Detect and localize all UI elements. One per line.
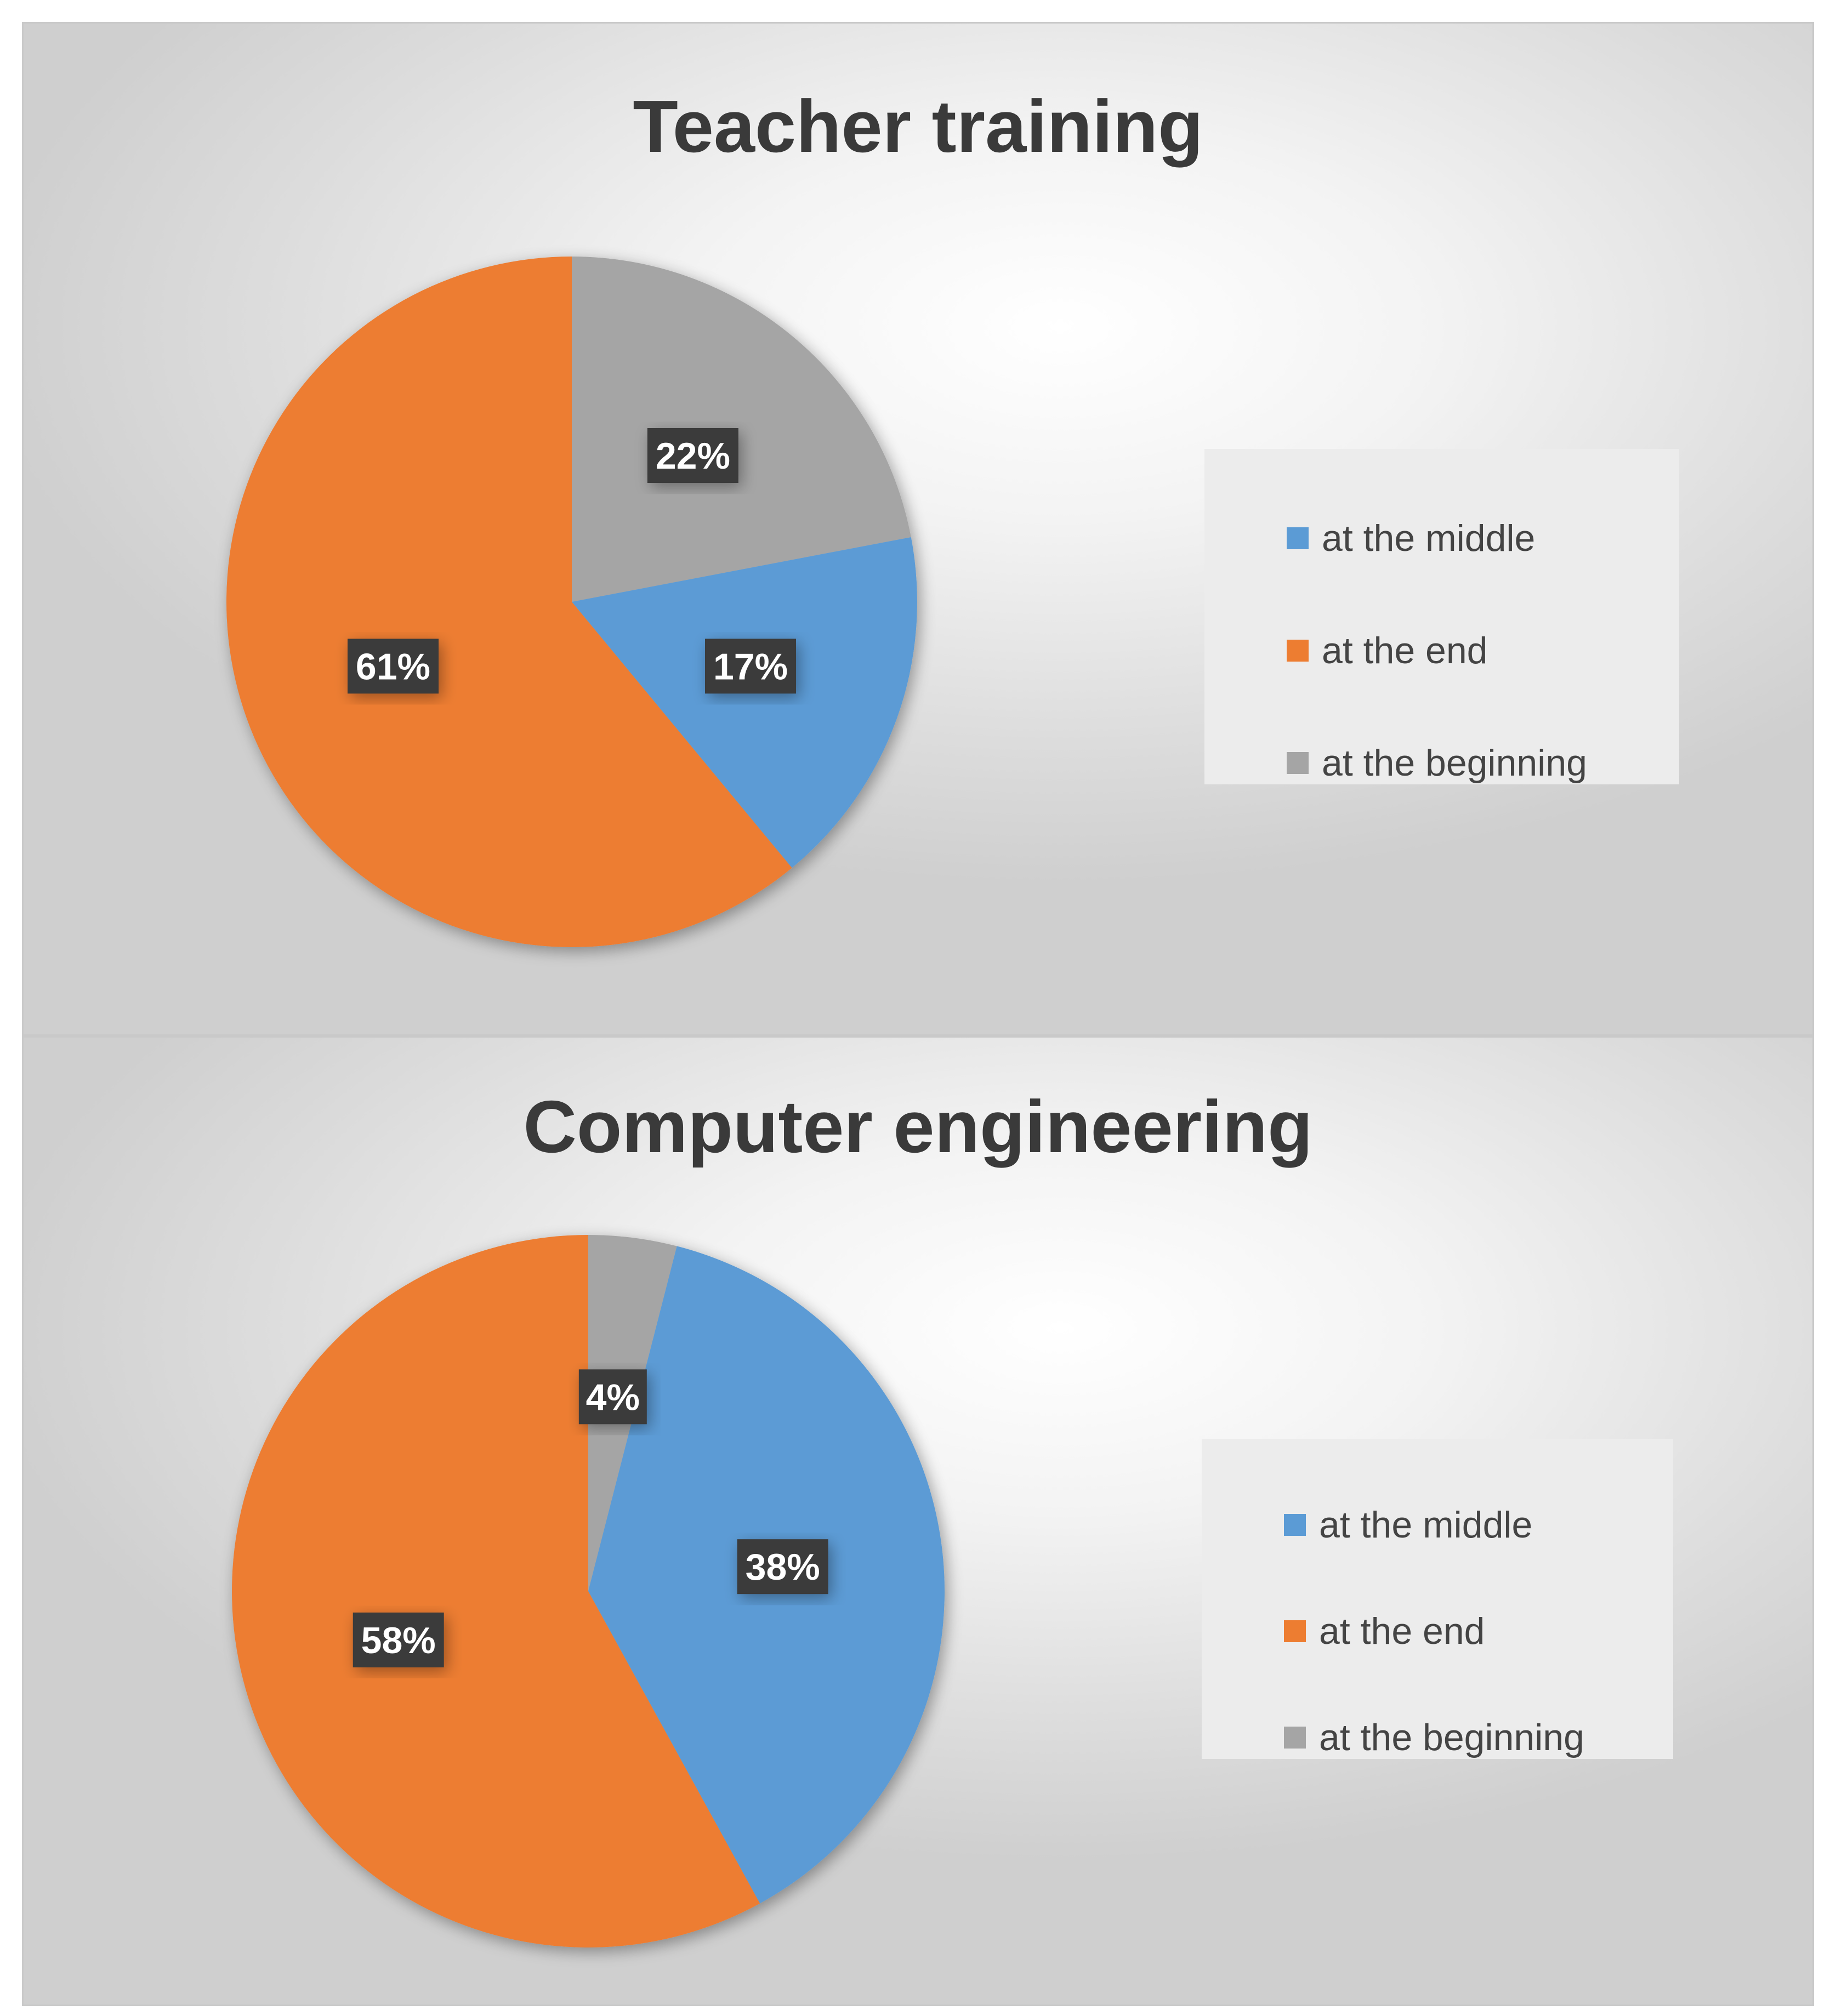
pie-chart: 38% 58% 4% [232,1235,945,1947]
pie-slices [232,1235,945,1947]
legend-label: at the beginning [1319,1717,1584,1758]
chart-panel-computer-engineering: Computer engineering 38% 58% 4% at the mid… [22,1036,1814,2006]
legend-label: at the middle [1322,517,1536,559]
legend-item-middle: at the middle [1287,482,1679,594]
data-label-text: 4% [586,1376,640,1418]
legend-label: at the beginning [1322,742,1587,784]
legend-item-end: at the end [1287,594,1679,707]
legend-item-beginning: at the beginning [1284,1684,1673,1791]
data-label: 17% [705,639,797,694]
data-label-box [347,639,439,694]
data-label-text: 22% [656,435,730,477]
legend-swatch [1287,527,1309,549]
chart-title: Computer engineering [523,1085,1313,1168]
data-label: 38% [737,1539,828,1594]
data-label-text: 58% [361,1620,436,1661]
data-label-box [647,428,738,483]
data-label: 61% [347,639,439,694]
legend-label: at the end [1319,1610,1485,1652]
chart-title: Teacher training [633,85,1203,168]
data-label: 22% [647,428,738,483]
pie-slice-at-the-middle [572,537,917,868]
pie-chart: 17% 61% 22% [226,257,917,947]
data-label-box [705,639,797,694]
data-label: 4% [578,1369,647,1425]
pie-slice-at-the-beginning [572,257,911,602]
legend: at the middle at the end at the beginnin… [1204,449,1679,784]
legend-swatch [1284,1727,1306,1749]
data-label-box [737,1539,828,1594]
data-label-box [578,1369,647,1425]
legend-swatch [1284,1514,1306,1536]
chart-panel-teacher-training: Teacher training 17% 61% 22% at the middle… [22,22,1814,1036]
legend-item-end: at the end [1284,1578,1673,1684]
legend-item-beginning: at the beginning [1287,707,1679,819]
data-label: 58% [353,1612,444,1667]
pie-slices [226,257,917,947]
legend-swatch [1284,1620,1306,1642]
legend-swatch [1287,751,1309,774]
data-label-text: 61% [356,646,430,687]
data-label-text: 17% [713,646,788,687]
legend-item-middle: at the middle [1284,1472,1673,1578]
pie-slice-at-the-end [226,257,792,947]
data-label-box [353,1612,444,1667]
legend-swatch [1287,639,1309,662]
legend-label: at the middle [1319,1504,1533,1546]
data-label-text: 38% [746,1546,820,1588]
pie-slice-at-the-end [232,1235,760,1947]
legend: at the middle at the end at the beginnin… [1202,1439,1673,1759]
legend-label: at the end [1322,629,1488,671]
